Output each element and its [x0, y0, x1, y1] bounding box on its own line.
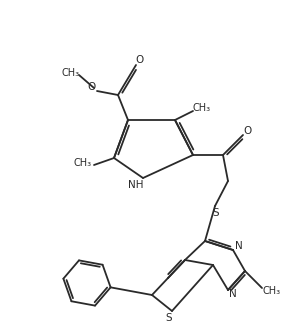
Text: CH₃: CH₃	[74, 158, 92, 168]
Text: CH₃: CH₃	[62, 68, 80, 78]
Text: NH: NH	[128, 180, 144, 190]
Text: CH₃: CH₃	[193, 103, 211, 113]
Text: N: N	[229, 289, 237, 299]
Text: S: S	[213, 208, 219, 218]
Text: CH₃: CH₃	[263, 286, 281, 296]
Text: S: S	[166, 313, 172, 323]
Text: O: O	[244, 126, 252, 136]
Text: O: O	[136, 55, 144, 65]
Text: O: O	[88, 82, 96, 92]
Text: N: N	[235, 241, 243, 251]
